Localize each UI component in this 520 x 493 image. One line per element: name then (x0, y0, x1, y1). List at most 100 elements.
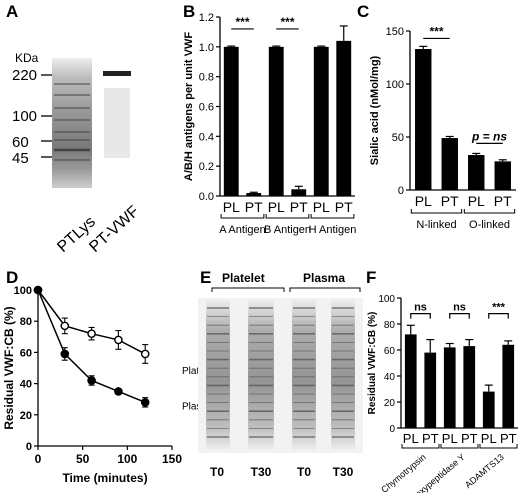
bar (482, 391, 495, 428)
y-tick-label: 100 (14, 285, 32, 297)
bar (468, 155, 485, 190)
bar (313, 46, 329, 197)
group-label: A Antigen (219, 224, 266, 236)
category-label: PL (313, 199, 330, 215)
chart-c: 0 50 100 150 Sialic acid (nMol/mg) PL PT PL PT N-… (369, 24, 516, 231)
significance-label: *** (429, 24, 443, 38)
gel-a-marker-220: 220 (12, 67, 37, 84)
significance-label: ns (414, 302, 427, 314)
significance-label: *** (492, 302, 506, 314)
data-point (87, 329, 96, 338)
data-point (140, 349, 150, 359)
category-label: PL (481, 431, 497, 446)
y-tick-label: 20 (20, 410, 32, 422)
category-label: PT (441, 193, 459, 209)
group-label: N-linked (416, 219, 456, 231)
y-tick-label: 40 (20, 379, 32, 391)
category-label: PT (335, 199, 353, 215)
category-label: PT (290, 199, 308, 215)
x-axis-label: Time (minutes) (62, 471, 147, 485)
gel-e-group-brackets (211, 287, 361, 292)
series-line (37, 289, 146, 355)
gel-a-lane-lys (52, 58, 92, 188)
bar (443, 347, 456, 428)
y-tick-label: 80 (384, 320, 396, 331)
category-label: PL (403, 431, 419, 446)
group-label: H Antigen (309, 224, 357, 236)
gel-e-lanes (206, 300, 355, 450)
x-tick-label: 150 (162, 452, 182, 466)
y-tick-label: 0.0 (199, 191, 214, 203)
y-tick-label: 0 (26, 441, 32, 453)
gel-e-lane-label-2: T30 (251, 465, 272, 479)
significance-bracket (488, 312, 509, 319)
gel-a-unit: KDa (15, 51, 39, 65)
chart-d: 0 20 40 60 80 100 0 50 100 150 Time (minutes) Resid… (2, 285, 200, 485)
y-tick-label: 150 (386, 26, 404, 38)
y-axis-label: Sialic acid (nMol/mg) (369, 55, 381, 165)
bar (223, 46, 239, 197)
gel-a-lane-lys-bands (54, 83, 90, 161)
y-tick-label: 60 (384, 346, 396, 357)
category-label: PL (415, 193, 432, 209)
bar (336, 40, 352, 196)
category-label: PL (268, 199, 285, 215)
group-bracket (401, 444, 440, 449)
gel-a-vwf-smear (104, 88, 130, 158)
gel-a-marker-60: 60 (12, 134, 29, 151)
y-tick-label: 40 (384, 372, 396, 383)
group-bracket (479, 444, 518, 449)
significance-label: ns (453, 302, 466, 314)
bar (415, 49, 432, 190)
panel-letter-d: D (6, 268, 19, 287)
group-bracket (265, 214, 310, 219)
gel-e: Platelet Plasma T0 T30 T0 T30 (198, 271, 363, 479)
chart-b: 0.0 0.2 0.4 0.6 0.8 1.0 1.2 A/B/H antigens per … (183, 12, 357, 236)
gel-e-lane-label-4: T30 (333, 465, 354, 479)
gel-a: KDa 220 100 60 45 PTLys PT-VWF (12, 51, 143, 256)
group-bracket (310, 214, 355, 219)
x-tick-label: 50 (76, 452, 90, 466)
group-bracket (463, 209, 516, 214)
data-point (114, 387, 123, 396)
x-tick-label: 100 (117, 452, 137, 466)
y-tick-label: 1.2 (199, 12, 214, 24)
bar (424, 352, 437, 428)
data-point (60, 349, 70, 359)
y-tick-label: 0 (389, 424, 395, 435)
y-axis-label: Residual VWF:CB (%) (2, 306, 16, 429)
y-tick-label: 0.4 (199, 131, 214, 143)
gel-a-marker-45: 45 (12, 150, 29, 167)
bar (246, 193, 262, 196)
y-tick-label: 60 (20, 347, 32, 359)
y-tick-label: 50 (392, 132, 404, 144)
bar (494, 161, 511, 190)
y-tick-label: 0.6 (199, 102, 214, 114)
gel-a-marker-ticks (41, 74, 52, 158)
bar (268, 46, 284, 197)
series-label: Platelet VWF (182, 366, 200, 377)
group-bracket (220, 214, 265, 219)
bar (463, 346, 476, 428)
data-point (87, 376, 96, 385)
category-label: PL (468, 193, 485, 209)
series-label: Plasma VWF (182, 401, 200, 412)
y-tick-label: 0.2 (199, 161, 214, 173)
category-label: PT (461, 431, 478, 446)
bar (291, 189, 307, 196)
significance-label: *** (280, 15, 294, 29)
significance-label: *** (235, 15, 249, 29)
y-tick-label: 80 (20, 316, 32, 328)
gel-e-group-platelet: Platelet (222, 271, 265, 285)
gel-e-lane (248, 300, 274, 450)
data-point (140, 398, 150, 407)
gel-e-lane (331, 300, 355, 450)
gel-e-lane-label-3: T0 (297, 465, 311, 479)
gel-e-lane (292, 300, 316, 450)
y-tick-label: 20 (384, 398, 396, 409)
data-point (33, 285, 43, 295)
data-point (114, 335, 123, 345)
bar (502, 344, 515, 428)
significance-label: p = ns (471, 129, 507, 143)
